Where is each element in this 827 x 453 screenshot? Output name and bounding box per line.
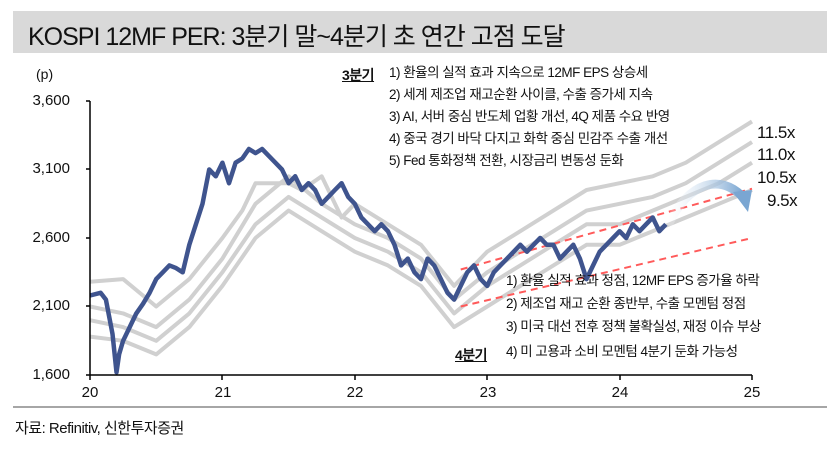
x-tick-label: 24: [611, 384, 629, 401]
x-tick-label: 25: [743, 384, 761, 401]
q3-note: 5) Fed 통화정책 전환, 시장금리 변동성 둔화: [389, 153, 624, 168]
trend-channel-upper: [460, 187, 753, 271]
q3-note: 3) AI, 서버 중심 반도체 업황 개선, 4Q 제품 수요 반영: [389, 109, 670, 124]
multiple-label-9-5x: 9.5x: [767, 191, 798, 210]
q4-note: 3) 미국 대선 전후 정책 불확실성, 재정 이슈 부상: [506, 319, 761, 334]
kospi-series: [89, 146, 668, 375]
band-line-9.5x: [89, 188, 753, 357]
axis-ticks: [86, 100, 753, 380]
chart-title: KOSPI 12MF PER: 3분기 말~4분기 초 연간 고점 도달: [28, 23, 566, 51]
multiple-label-11-5x: 11.5x: [757, 123, 795, 142]
y-tick-label: 1,600: [32, 366, 70, 383]
kospi-line: [89, 146, 668, 375]
x-tick-label: 22: [346, 384, 364, 401]
y-tick-label: 2,100: [32, 297, 70, 314]
q4-note: 1) 환율 실적 효과 정점, 12MF EPS 증가율 하락: [506, 273, 760, 288]
bottom-divider: [13, 406, 827, 408]
band-line-11.0x: [89, 140, 754, 330]
y-tick-label: 3,600: [32, 92, 70, 109]
trend-channel-lower: [460, 237, 753, 308]
source-note: 자료: Refinitiv, 신한투자증권: [15, 420, 184, 437]
multiple-label-10-5x: 10.5x: [757, 168, 797, 187]
q3-label: 3분기: [342, 67, 375, 83]
x-tick-label: 23: [479, 384, 497, 401]
q3-note: 4) 중국 경기 바닥 다지고 화학 중심 민감주 수출 개선: [389, 131, 668, 146]
x-tick-label: 21: [214, 384, 232, 401]
q4-note: 2) 제조업 재고 순환 종반부, 수출 모멘텀 정점: [506, 296, 746, 311]
q4-label: 4분기: [455, 347, 488, 363]
q4-note: 4) 미 고용과 소비 모멘텀 4분기 둔화 가능성: [506, 344, 738, 359]
y-tick-label: 2,600: [32, 229, 70, 246]
q3-note: 2) 세계 제조업 재고순환 사이클, 수출 증가세 지속: [389, 87, 653, 102]
y-axis-unit: (p): [36, 66, 54, 82]
y-tick-label: 3,100: [32, 160, 70, 177]
x-tick-label: 20: [81, 384, 99, 401]
title-bar: KOSPI 12MF PER: 3분기 말~4분기 초 연간 고점 도달: [13, 11, 827, 53]
q3-note: 1) 환율의 실적 효과 지속으로 12MF EPS 상승세: [389, 65, 648, 80]
multiple-label-11-0x: 11.0x: [757, 145, 795, 164]
curved-arrow-icon: [663, 179, 752, 228]
